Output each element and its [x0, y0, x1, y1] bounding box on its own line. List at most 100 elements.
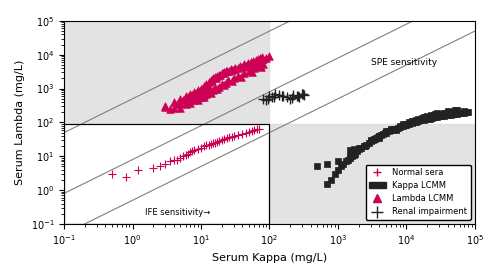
- Lambda LCMM: [161, 104, 169, 108]
- Renal impairment: [269, 94, 277, 99]
- Normal sera: [156, 164, 164, 169]
- Normal sera: [173, 158, 181, 163]
- Kappa LCMM: [344, 157, 352, 162]
- Kappa LCMM: [369, 138, 377, 142]
- Normal sera: [215, 139, 223, 143]
- Normal sera: [189, 149, 197, 153]
- Normal sera: [223, 136, 231, 140]
- Lambda LCMM: [187, 101, 195, 105]
- Lambda LCMM: [235, 66, 243, 70]
- Kappa LCMM: [375, 134, 383, 138]
- Lambda LCMM: [227, 67, 235, 71]
- Lambda LCMM: [230, 67, 238, 71]
- Lambda LCMM: [203, 91, 211, 96]
- Kappa LCMM: [327, 178, 335, 182]
- Lambda LCMM: [205, 89, 213, 94]
- Kappa LCMM: [422, 115, 430, 119]
- Text: SPE sensitivity: SPE sensitivity: [371, 58, 437, 67]
- Kappa LCMM: [387, 128, 395, 133]
- Kappa LCMM: [357, 145, 365, 150]
- Lambda LCMM: [231, 66, 239, 70]
- Kappa LCMM: [360, 144, 368, 148]
- Normal sera: [242, 131, 250, 135]
- Lambda LCMM: [250, 61, 258, 66]
- Kappa LCMM: [435, 114, 443, 119]
- Lambda LCMM: [255, 64, 263, 69]
- Kappa LCMM: [392, 126, 400, 131]
- Lambda LCMM: [187, 97, 195, 101]
- Normal sera: [213, 140, 221, 145]
- Lambda LCMM: [211, 86, 219, 90]
- Lambda LCMM: [213, 73, 221, 78]
- Lambda LCMM: [265, 54, 273, 58]
- Lambda LCMM: [245, 69, 253, 74]
- Lambda LCMM: [207, 78, 215, 82]
- Kappa LCMM: [433, 111, 441, 116]
- Lambda LCMM: [215, 84, 223, 89]
- Kappa LCMM: [440, 113, 448, 118]
- Lambda LCMM: [211, 75, 219, 79]
- Kappa LCMM: [447, 112, 455, 117]
- Kappa LCMM: [367, 139, 375, 143]
- Normal sera: [122, 174, 130, 179]
- Lambda LCMM: [209, 88, 217, 92]
- Renal impairment: [268, 95, 276, 100]
- Lambda LCMM: [189, 93, 197, 97]
- Kappa LCMM: [334, 159, 342, 164]
- Lambda LCMM: [222, 69, 230, 73]
- Lambda LCMM: [223, 69, 231, 74]
- Normal sera: [191, 148, 199, 153]
- Normal sera: [166, 159, 174, 164]
- Lambda LCMM: [216, 73, 224, 77]
- Bar: [64, 124, 269, 224]
- Lambda LCMM: [192, 91, 200, 95]
- Kappa LCMM: [431, 115, 439, 120]
- Lambda LCMM: [204, 83, 212, 87]
- Renal impairment: [277, 94, 285, 98]
- Kappa LCMM: [342, 159, 350, 164]
- Kappa LCMM: [458, 111, 466, 115]
- Kappa LCMM: [323, 162, 331, 166]
- Kappa LCMM: [381, 131, 389, 135]
- Lambda LCMM: [242, 64, 250, 69]
- Lambda LCMM: [209, 76, 217, 81]
- Kappa LCMM: [415, 116, 423, 121]
- Lambda LCMM: [245, 63, 253, 68]
- Lambda LCMM: [226, 68, 234, 73]
- Renal impairment: [264, 97, 272, 101]
- Kappa LCMM: [423, 117, 431, 121]
- Kappa LCMM: [385, 129, 393, 133]
- Renal impairment: [293, 94, 301, 98]
- Kappa LCMM: [402, 123, 410, 127]
- Lambda LCMM: [244, 61, 251, 65]
- Normal sera: [108, 172, 116, 176]
- Kappa LCMM: [399, 123, 407, 128]
- Renal impairment: [295, 95, 303, 100]
- Kappa LCMM: [452, 108, 460, 113]
- Lambda LCMM: [254, 56, 262, 61]
- Kappa LCMM: [420, 115, 428, 120]
- Renal impairment: [294, 93, 302, 98]
- Kappa LCMM: [379, 132, 387, 136]
- Lambda LCMM: [196, 89, 204, 93]
- Lambda LCMM: [201, 85, 209, 90]
- Kappa LCMM: [387, 126, 395, 131]
- Kappa LCMM: [447, 109, 455, 114]
- Normal sera: [248, 129, 255, 133]
- Kappa LCMM: [438, 111, 446, 116]
- Lambda LCMM: [238, 65, 246, 70]
- X-axis label: Serum Kappa (mg/L): Serum Kappa (mg/L): [212, 253, 327, 263]
- Kappa LCMM: [334, 167, 342, 172]
- Lambda LCMM: [218, 82, 226, 86]
- Normal sera: [228, 134, 236, 139]
- Lambda LCMM: [177, 101, 185, 105]
- Kappa LCMM: [410, 119, 418, 123]
- Kappa LCMM: [353, 149, 361, 153]
- Kappa LCMM: [382, 129, 390, 133]
- Kappa LCMM: [440, 111, 448, 115]
- Kappa LCMM: [351, 151, 359, 156]
- Kappa LCMM: [392, 128, 400, 132]
- Lambda LCMM: [241, 62, 249, 66]
- Kappa LCMM: [405, 120, 413, 125]
- Normal sera: [203, 142, 211, 147]
